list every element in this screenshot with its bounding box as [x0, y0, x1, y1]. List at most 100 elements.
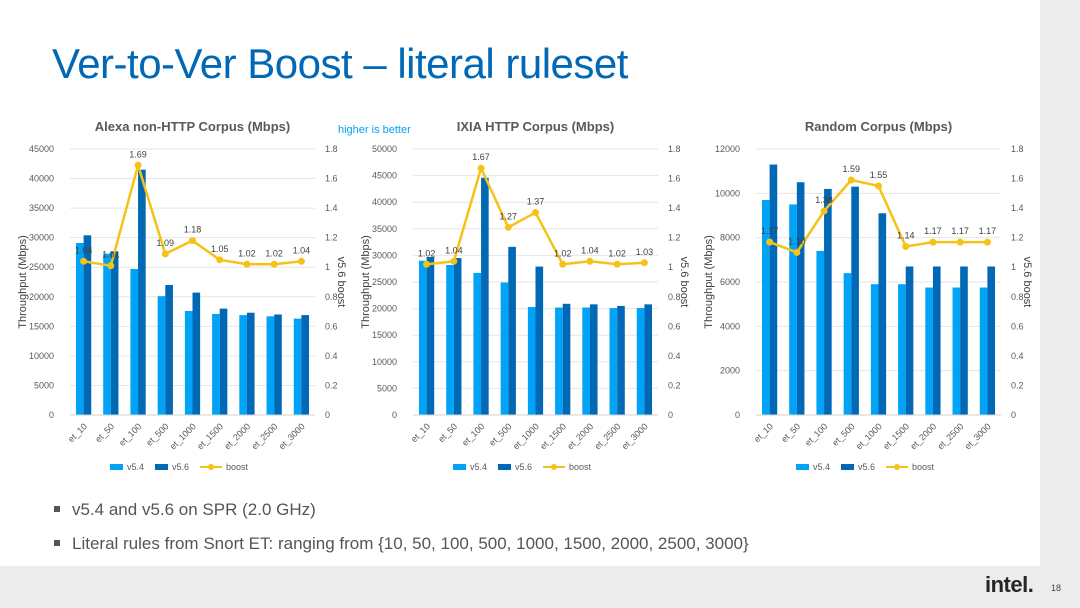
y2-tick-label: 0.2 [1011, 380, 1024, 390]
bar-v54 [816, 250, 825, 415]
y2-tick-label: 0 [1011, 410, 1016, 420]
bar-v56 [796, 182, 805, 415]
bar-v56 [535, 266, 544, 415]
y2-tick-label: 1.8 [1011, 144, 1024, 154]
boost-point [270, 260, 278, 268]
y-tick-label: 20000 [29, 292, 54, 302]
bar-v56 [138, 169, 146, 415]
y2-tick-label: 0.4 [1011, 351, 1024, 361]
bar-v56 [246, 312, 255, 415]
y2-tick-label: 1 [325, 262, 330, 272]
y-tick-label: 5000 [377, 383, 397, 393]
bar-v56 [562, 303, 571, 415]
bar-v56 [219, 308, 228, 415]
y2-tick-label: 0.4 [325, 351, 338, 361]
boost-point [504, 223, 512, 231]
bar-v56 [905, 266, 914, 415]
boost-data-label: 1.17 [761, 226, 779, 236]
chart-legend: v5.4 v5.6 boost [110, 462, 249, 472]
x-tick-label: et_500 [144, 421, 171, 448]
bar-v54 [266, 316, 275, 415]
chart-svg: Alexa non-HTTP Corpus (Mbps) 0 5000 10000 15… [17, 119, 347, 472]
bar-v54 [500, 282, 509, 415]
x-tick-label: et_1000 [168, 421, 198, 451]
x-tick-label: et_2000 [908, 421, 938, 451]
bar-v56 [301, 315, 310, 415]
bar-v56 [878, 213, 887, 415]
boost-point [875, 182, 882, 190]
y2-tick-label: 1.6 [1011, 174, 1024, 184]
x-tick-label: et_100 [117, 421, 144, 448]
legend-boost-marker [551, 464, 557, 470]
x-tick-label: et_2500 [249, 421, 279, 451]
y-tick-label: 50000 [372, 144, 397, 154]
boost-data-label: 1.38 [815, 195, 833, 205]
boost-data-label: 1.67 [472, 152, 490, 162]
y-axis-title: Throughput (Mbps) [360, 235, 372, 329]
boost-point [586, 257, 594, 265]
y2-tick-label: 0.4 [668, 351, 681, 361]
boost-point [929, 238, 937, 246]
x-tick-label: et_500 [487, 421, 514, 448]
x-tick-label: et_1500 [195, 421, 225, 451]
x-tick-label: et_2500 [592, 421, 622, 451]
bar-v56 [508, 246, 516, 415]
bar-v54 [103, 253, 111, 415]
bar-v54 [952, 287, 961, 415]
boost-point [80, 257, 88, 265]
boost-point [983, 238, 991, 246]
y-tick-label: 4000 [720, 321, 740, 331]
bullet-list: v5.4 and v5.6 on SPR (2.0 GHz) Literal r… [52, 497, 749, 565]
bullet-square-icon [54, 540, 60, 546]
y-tick-label: 0 [735, 410, 740, 420]
x-tick-label: et_3000 [620, 421, 650, 451]
y-tick-label: 35000 [372, 224, 397, 234]
y-tick-label: 0 [392, 410, 397, 420]
y2-tick-label: 1.4 [325, 203, 338, 213]
x-tick-label: et_1000 [511, 421, 541, 451]
bar-v56 [481, 177, 489, 415]
boost-point [297, 257, 305, 265]
right-margin-strip [1040, 0, 1080, 608]
x-tick-label: et_2500 [935, 421, 965, 451]
boost-point [477, 164, 485, 172]
legend-boost-marker [894, 464, 900, 470]
legend-v56-label: v5.6 [172, 462, 189, 472]
chart-ixia: IXIA HTTP Corpus (Mbps) 0 5000 10000 15000 20… [353, 112, 693, 487]
bar-v56 [192, 292, 201, 415]
boost-data-label: 1.04 [445, 245, 463, 255]
y2-tick-label: 0.6 [325, 321, 338, 331]
bar-v56 [453, 258, 462, 415]
x-tick-label: et_10 [752, 421, 775, 444]
bar-v54 [157, 296, 166, 415]
y2-tick-label: 0.8 [668, 292, 681, 302]
y-axis-title: Throughput (Mbps) [17, 235, 29, 329]
boost-data-label: 1.02 [265, 248, 283, 258]
y2-tick-label: 0.8 [325, 292, 338, 302]
y2-tick-label: 1.4 [668, 203, 681, 213]
boost-point [640, 259, 648, 267]
y-tick-label: 25000 [29, 262, 54, 272]
boost-data-label: 1.05 [211, 244, 229, 254]
bar-v54 [293, 318, 302, 415]
boost-point [107, 262, 115, 270]
bar-v54 [843, 273, 852, 415]
bar-v54 [239, 315, 247, 415]
boost-data-label: 1.10 [788, 236, 806, 246]
boost-data-label: 1.02 [418, 248, 436, 258]
legend-v54-label: v5.4 [813, 462, 830, 472]
y-tick-label: 2000 [720, 366, 740, 376]
y2-tick-label: 1.6 [325, 174, 338, 184]
bullet-text: Literal rules from Snort ET: ranging fro… [72, 534, 749, 553]
boost-point [613, 260, 621, 268]
bar-v54 [898, 284, 906, 415]
y2-tick-label: 1.8 [325, 144, 338, 154]
bar-v56 [426, 256, 435, 415]
boost-data-label: 1.14 [897, 231, 915, 241]
boost-data-label: 1.37 [527, 197, 545, 207]
boost-point [766, 238, 774, 246]
chart-svg: IXIA HTTP Corpus (Mbps) 0 5000 10000 15000 20… [360, 119, 690, 472]
legend-boost-label: boost [226, 462, 249, 472]
footer-bar [0, 566, 1080, 608]
chart-title: Random Corpus (Mbps) [805, 119, 952, 134]
